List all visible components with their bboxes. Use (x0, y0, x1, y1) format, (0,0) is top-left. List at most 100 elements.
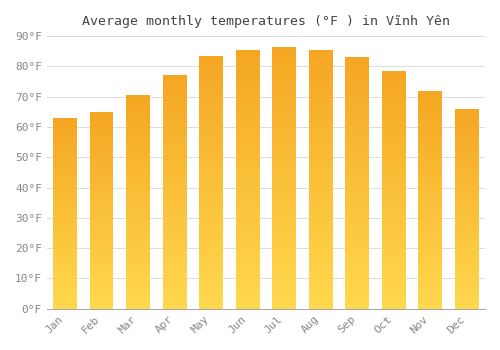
Bar (236, 161, 260, 162)
Bar (272, 110, 296, 111)
Bar (54, 266, 77, 267)
Bar (272, 294, 296, 296)
Bar (90, 141, 114, 142)
Bar (346, 213, 369, 215)
Bar (236, 251, 260, 252)
Bar (272, 210, 296, 212)
Bar (382, 104, 406, 105)
Bar (455, 194, 478, 195)
Bar (418, 183, 442, 184)
Bar (200, 271, 223, 272)
Bar (90, 151, 114, 152)
Bar (126, 169, 150, 170)
Bar (54, 186, 77, 187)
Bar (200, 280, 223, 281)
Bar (309, 90, 332, 91)
Bar (309, 78, 332, 79)
Bar (309, 121, 332, 122)
Bar (54, 188, 77, 189)
Bar (126, 148, 150, 150)
Bar (309, 136, 332, 138)
Bar (163, 288, 186, 289)
Bar (418, 142, 442, 143)
Bar (309, 200, 332, 201)
Bar (236, 146, 260, 147)
Bar (54, 274, 77, 275)
Bar (346, 140, 369, 141)
Bar (126, 194, 150, 195)
Bar (346, 61, 369, 62)
Bar (309, 296, 332, 297)
Bar (236, 192, 260, 194)
Bar (54, 238, 77, 239)
Bar (272, 150, 296, 152)
Bar (90, 280, 114, 281)
Bar (236, 227, 260, 229)
Bar (309, 114, 332, 116)
Bar (382, 76, 406, 77)
Bar (309, 100, 332, 102)
Bar (455, 225, 478, 226)
Bar (200, 60, 223, 61)
Bar (272, 170, 296, 171)
Bar (90, 117, 114, 118)
Bar (272, 82, 296, 83)
Bar (90, 227, 114, 228)
Bar (309, 94, 332, 95)
Bar (309, 267, 332, 268)
Bar (90, 237, 114, 238)
Bar (200, 160, 223, 161)
Bar (90, 113, 114, 114)
Bar (126, 293, 150, 294)
Bar (200, 230, 223, 232)
Bar (126, 135, 150, 136)
Bar (163, 224, 186, 225)
Bar (418, 130, 442, 131)
Bar (90, 228, 114, 229)
Bar (346, 64, 369, 65)
Bar (236, 50, 260, 51)
Bar (200, 215, 223, 216)
Bar (90, 127, 114, 128)
Bar (455, 128, 478, 129)
Bar (200, 75, 223, 76)
Bar (272, 100, 296, 102)
Bar (455, 200, 478, 201)
Bar (382, 165, 406, 166)
Bar (126, 176, 150, 177)
Bar (272, 272, 296, 273)
Bar (126, 138, 150, 139)
Bar (455, 247, 478, 248)
Bar (346, 191, 369, 192)
Bar (90, 284, 114, 285)
Bar (418, 136, 442, 138)
Bar (54, 214, 77, 215)
Bar (382, 149, 406, 150)
Bar (382, 254, 406, 255)
Bar (200, 308, 223, 309)
Bar (163, 100, 186, 101)
Bar (382, 228, 406, 229)
Bar (418, 258, 442, 259)
Bar (200, 278, 223, 280)
Bar (163, 147, 186, 148)
Bar (455, 129, 478, 130)
Bar (418, 306, 442, 307)
Bar (382, 224, 406, 225)
Bar (126, 220, 150, 221)
Bar (272, 287, 296, 288)
Bar (418, 250, 442, 251)
Bar (382, 179, 406, 180)
Bar (455, 155, 478, 156)
Bar (126, 254, 150, 256)
Bar (90, 256, 114, 257)
Bar (346, 79, 369, 80)
Bar (126, 102, 150, 103)
Bar (54, 281, 77, 282)
Bar (272, 192, 296, 194)
Bar (455, 137, 478, 138)
Bar (90, 196, 114, 197)
Bar (54, 208, 77, 209)
Bar (346, 299, 369, 300)
Bar (382, 117, 406, 119)
